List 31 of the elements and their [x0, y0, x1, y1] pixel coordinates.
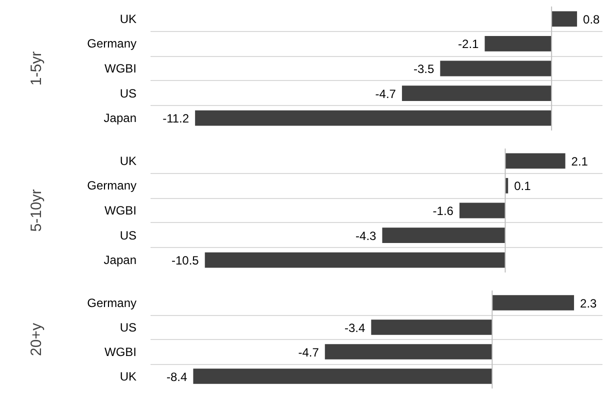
y-tick-label: WGBI	[104, 204, 136, 218]
y-axis-title: 5-10yr	[28, 189, 46, 232]
data-label: 2.1	[571, 154, 588, 168]
data-label: 2.3	[580, 296, 598, 310]
data-label: -8.4	[166, 370, 188, 384]
data-label: -4.3	[356, 228, 377, 243]
y-tick-label: UK	[120, 369, 136, 384]
y-tick-label: US	[120, 86, 136, 100]
data-label: -4.7	[298, 345, 320, 360]
y-tick-label: US	[120, 228, 136, 242]
y-tick-label: UK	[120, 154, 136, 168]
y-tick-label: Germany	[87, 178, 137, 193]
y-tick-label: Japan	[104, 111, 137, 126]
data-label: 0.8	[583, 12, 600, 26]
y-tick-label: Germany	[87, 36, 137, 51]
y-axis-title: 20+y	[28, 322, 46, 356]
data-label: -10.5	[172, 254, 200, 268]
y-tick-label: WGBI	[104, 62, 136, 76]
y-tick-label: UK	[120, 12, 136, 26]
y-tick-label: Germany	[87, 296, 137, 310]
y-tick-label: US	[120, 320, 136, 334]
data-label: -1.6	[432, 204, 454, 218]
data-label: -4.7	[375, 86, 396, 101]
data-label: -3.4	[344, 320, 366, 335]
y-tick-label: Japan	[104, 253, 137, 268]
data-label: 0.1	[514, 179, 532, 194]
data-label: -2.1	[458, 37, 480, 52]
data-label: -11.2	[162, 112, 190, 126]
y-axis-title: 1-5yr	[28, 51, 46, 86]
data-label: -3.5	[413, 62, 434, 76]
y-tick-label: WGBI	[104, 344, 136, 359]
